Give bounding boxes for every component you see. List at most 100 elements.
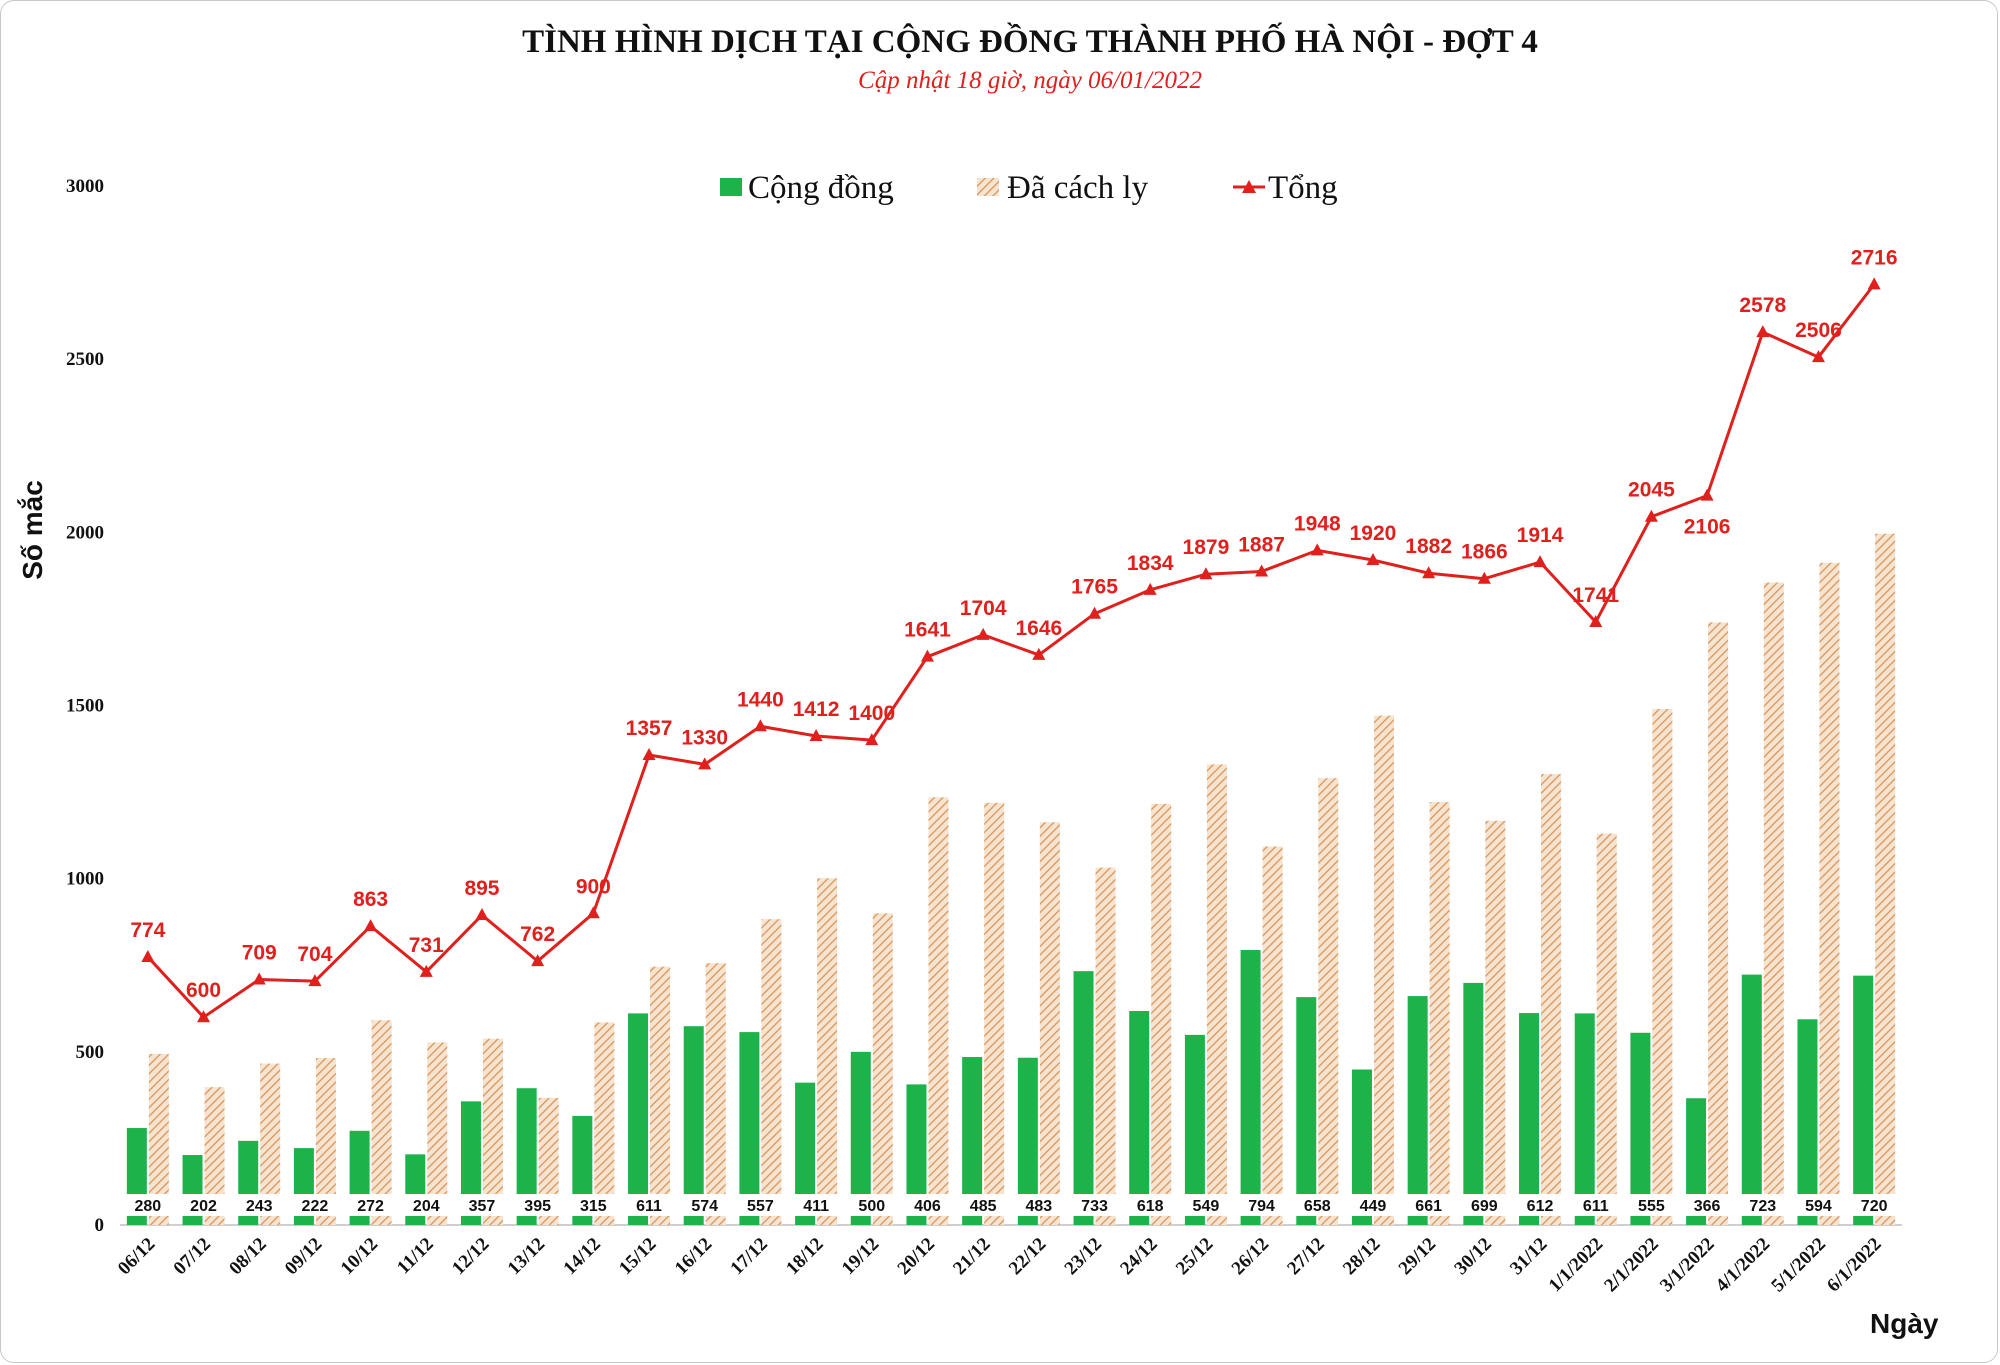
bar-cong-dong xyxy=(850,1051,871,1225)
legend-swatch-cong-dong xyxy=(720,178,742,196)
x-tick-label: 4/1/2022 xyxy=(1712,1234,1775,1297)
total-value-label: 2045 xyxy=(1628,479,1675,502)
bar-da-cach-ly xyxy=(984,802,1005,1225)
bar-cong-dong xyxy=(906,1084,927,1225)
bar-da-cach-ly xyxy=(872,913,893,1225)
x-tick-label: 15/12 xyxy=(615,1234,660,1279)
cong-dong-value-label: 723 xyxy=(1749,1198,1776,1215)
cong-dong-value-label: 357 xyxy=(469,1198,496,1215)
total-value-label: 900 xyxy=(576,875,611,898)
legend-label-cong-dong: Cộng đồng xyxy=(748,170,894,206)
total-marker xyxy=(1255,564,1269,577)
cong-dong-label-bg xyxy=(1016,1194,1061,1216)
cong-dong-value-label: 794 xyxy=(1248,1198,1275,1215)
x-tick-label: 22/12 xyxy=(1005,1234,1050,1279)
bar-da-cach-ly xyxy=(1819,562,1840,1225)
total-marker xyxy=(642,748,656,761)
total-value-label: 1765 xyxy=(1071,576,1118,599)
bar-cong-dong xyxy=(1017,1057,1038,1225)
bar-da-cach-ly xyxy=(1318,778,1339,1225)
cong-dong-value-label: 202 xyxy=(190,1198,217,1215)
total-marker xyxy=(1533,555,1547,568)
cong-dong-value-label: 611 xyxy=(1583,1198,1609,1215)
bar-cong-dong xyxy=(1407,996,1428,1225)
chart-title: TÌNH HÌNH DỊCH TẠI CỘNG ĐỒNG THÀNH PHỐ H… xyxy=(522,21,1538,60)
y-tick-label: 2000 xyxy=(66,522,104,543)
cong-dong-value-label: 574 xyxy=(691,1198,718,1215)
total-value-label: 1948 xyxy=(1294,512,1341,535)
bar-da-cach-ly xyxy=(1095,867,1116,1225)
y-tick-label: 2500 xyxy=(66,349,104,370)
bar-cong-dong xyxy=(628,1013,649,1225)
total-value-label: 2506 xyxy=(1795,319,1842,342)
total-value-label: 1914 xyxy=(1517,524,1564,547)
cong-dong-value-label: 733 xyxy=(1081,1198,1108,1215)
cong-dong-label-bg xyxy=(237,1194,282,1216)
cong-dong-value-label: 661 xyxy=(1415,1198,1442,1215)
y-tick-label: 0 xyxy=(95,1215,105,1236)
total-marker xyxy=(141,949,155,962)
bar-cong-dong xyxy=(1073,971,1094,1225)
bar-da-cach-ly xyxy=(1875,533,1896,1225)
bar-da-cach-ly xyxy=(538,1097,559,1225)
bar-da-cach-ly xyxy=(705,963,726,1225)
legend: Cộng đồng Đã cách ly Tổng xyxy=(720,170,1338,206)
cong-dong-label-bg xyxy=(1128,1194,1173,1216)
total-marker xyxy=(976,627,990,640)
cong-dong-label-bg xyxy=(1518,1194,1563,1216)
x-tick-label: 11/12 xyxy=(393,1234,438,1279)
cong-dong-label-bg xyxy=(1685,1194,1730,1216)
bar-da-cach-ly xyxy=(928,797,949,1225)
x-tick-label: 19/12 xyxy=(838,1234,883,1279)
bar-da-cach-ly xyxy=(1429,802,1450,1225)
total-marker xyxy=(197,1010,211,1023)
total-marker xyxy=(475,908,489,921)
x-tick-label: 08/12 xyxy=(225,1234,270,1279)
total-value-label: 2716 xyxy=(1851,246,1898,269)
bar-da-cach-ly xyxy=(1262,846,1283,1225)
legend-marker-tong xyxy=(1242,180,1256,193)
total-marker xyxy=(308,974,322,987)
total-marker xyxy=(1199,567,1213,580)
total-value-label: 704 xyxy=(297,943,332,966)
bar-da-cach-ly xyxy=(817,878,838,1225)
bar-cong-dong xyxy=(516,1088,537,1225)
cong-dong-label-bg xyxy=(961,1194,1006,1216)
total-marker xyxy=(419,964,433,977)
bar-da-cach-ly xyxy=(371,1020,392,1225)
bar-da-cach-ly xyxy=(1596,833,1617,1225)
total-value-label: 1641 xyxy=(904,619,951,642)
bar-cong-dong xyxy=(962,1057,983,1225)
cong-dong-label-bg xyxy=(627,1194,672,1216)
x-tick-label: 1/1/2022 xyxy=(1545,1234,1608,1297)
cong-dong-label-bg xyxy=(905,1194,950,1216)
bar-cong-dong xyxy=(683,1026,704,1225)
cong-dong-label-bg xyxy=(1796,1194,1841,1216)
total-marker xyxy=(1310,543,1324,556)
total-value-label: 1704 xyxy=(960,597,1007,620)
cong-dong-label-bg xyxy=(1406,1194,1451,1216)
bar-da-cach-ly xyxy=(260,1063,281,1225)
total-value-label: 762 xyxy=(520,923,555,946)
total-marker xyxy=(1811,350,1825,363)
cong-dong-value-label: 406 xyxy=(914,1198,941,1215)
cong-dong-value-label: 658 xyxy=(1304,1198,1331,1215)
total-value-label: 1887 xyxy=(1238,533,1285,556)
cong-dong-label-bg xyxy=(849,1194,894,1216)
total-value-label: 1646 xyxy=(1015,617,1062,640)
total-marker xyxy=(809,728,823,741)
bar-da-cach-ly xyxy=(1151,803,1172,1225)
bar-cong-dong xyxy=(1240,950,1261,1225)
cong-dong-value-label: 243 xyxy=(246,1198,273,1215)
total-line xyxy=(146,283,1876,1019)
bar-cong-dong xyxy=(1296,997,1317,1225)
cong-dong-value-label: 483 xyxy=(1025,1198,1052,1215)
x-tick-label: 30/12 xyxy=(1450,1234,1495,1279)
cong-dong-label-bg xyxy=(1350,1194,1395,1216)
bar-da-cach-ly xyxy=(1485,820,1506,1225)
x-tick-label: 29/12 xyxy=(1395,1234,1440,1279)
total-value-label: 2106 xyxy=(1684,516,1731,539)
total-marker xyxy=(1422,566,1436,579)
x-axis: 06/12 07/12 08/12 09/12 10/12 11/12 12/12 13/12… xyxy=(114,1234,1886,1297)
